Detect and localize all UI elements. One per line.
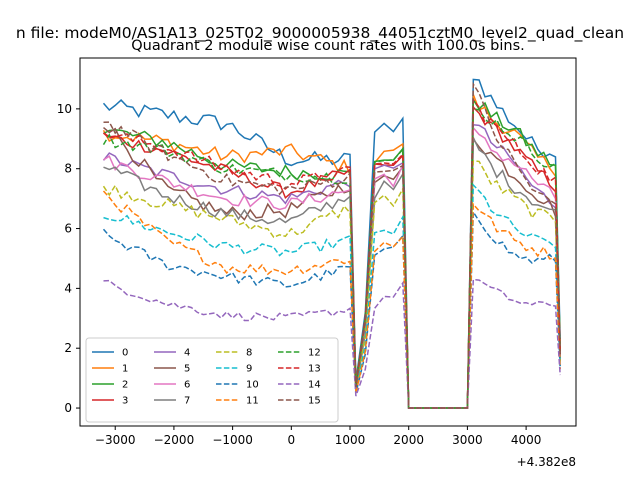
legend-label-4: 4 (184, 348, 190, 359)
series-line-7 (103, 137, 561, 409)
legend-label-7: 7 (184, 396, 190, 407)
x-tick-label: 3000 (452, 433, 483, 447)
plot-area (102, 78, 561, 409)
legend-label-1: 1 (122, 364, 128, 375)
x-tick-label: −2000 (154, 433, 195, 447)
series-line-2 (103, 97, 561, 409)
series-line-9 (103, 183, 561, 409)
x-tick-label: 4000 (511, 433, 542, 447)
legend-label-0: 0 (122, 348, 128, 359)
axes-frame (79, 57, 577, 427)
y-tick-label: 6 (64, 222, 72, 236)
legend-label-15: 15 (308, 396, 321, 407)
y-tick-label: 10 (57, 102, 72, 116)
y-tick-label: 8 (64, 162, 72, 176)
legend-label-8: 8 (246, 348, 252, 359)
x-tick-label: 2000 (393, 433, 424, 447)
x-axis: −3000 −2000 −1000 0 1000 2000 3000 4000 (95, 426, 541, 447)
y-tick-label: 0 (64, 401, 72, 415)
chart-title: Quadrant 2 module wise count rates with … (131, 38, 525, 54)
legend-label-12: 12 (308, 348, 321, 359)
legend-label-10: 10 (246, 380, 259, 391)
legend-label-3: 3 (122, 396, 128, 407)
series-line-13 (103, 97, 561, 409)
series-line-14 (103, 278, 561, 409)
figure-suptitle: n file: modeM0/AS1A13_025T02_9000005938_… (16, 24, 624, 43)
legend-label-13: 13 (308, 364, 321, 375)
x-tick-label: 0 (287, 433, 295, 447)
y-tick-label: 2 (64, 341, 72, 355)
series-line-10 (102, 209, 561, 409)
y-axis: 0 2 4 6 8 10 (57, 102, 80, 415)
x-tick-label: 1000 (335, 433, 366, 447)
series-line-8 (102, 159, 561, 409)
series-line-6 (103, 125, 561, 409)
series-line-11 (102, 190, 561, 409)
legend-label-6: 6 (184, 380, 190, 391)
legend-label-9: 9 (246, 364, 252, 375)
legend-box (85, 337, 339, 423)
x-tick-label: −1000 (212, 433, 253, 447)
series-line-15 (103, 81, 561, 409)
series-line-1 (102, 94, 561, 409)
legend-label-2: 2 (122, 380, 128, 391)
x-offset-label: +4.382e8 (517, 455, 576, 469)
legend-label-14: 14 (308, 380, 321, 391)
series-line-5 (103, 127, 561, 409)
legend-label-5: 5 (184, 364, 190, 375)
x-tick-label: −3000 (95, 433, 136, 447)
legend-label-11: 11 (246, 396, 259, 407)
y-tick-label: 4 (64, 281, 72, 295)
series-line-4 (102, 123, 561, 409)
series-line-0 (102, 78, 561, 409)
